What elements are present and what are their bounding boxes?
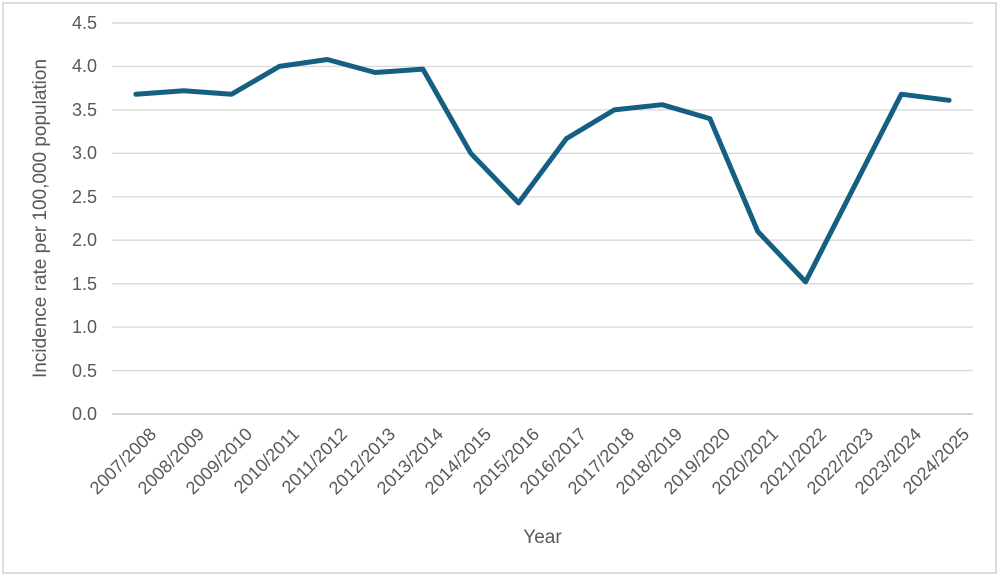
y-tick-label: 2.5 <box>71 186 97 207</box>
y-tick-label: 3.0 <box>71 143 97 164</box>
y-tick-label: 0.0 <box>71 404 97 424</box>
series-line <box>133 57 952 285</box>
y-tick-label: 0.5 <box>71 360 97 381</box>
x-tick-label: 2024/2025 <box>898 424 974 499</box>
x-axis-title: Year <box>523 527 562 548</box>
y-tick-label: 4.0 <box>71 56 97 77</box>
y-tick-label: 3.5 <box>71 99 97 120</box>
gridlines <box>112 22 973 372</box>
y-tick-label: 4.5 <box>71 13 97 33</box>
y-tick-label: 2.0 <box>71 230 97 251</box>
plot-area <box>112 22 973 415</box>
y-axis-title: Incidence rate per 100,000 population <box>30 58 51 379</box>
y-tick-label: 1.0 <box>71 317 97 338</box>
y-tick-label: 1.5 <box>71 273 97 294</box>
